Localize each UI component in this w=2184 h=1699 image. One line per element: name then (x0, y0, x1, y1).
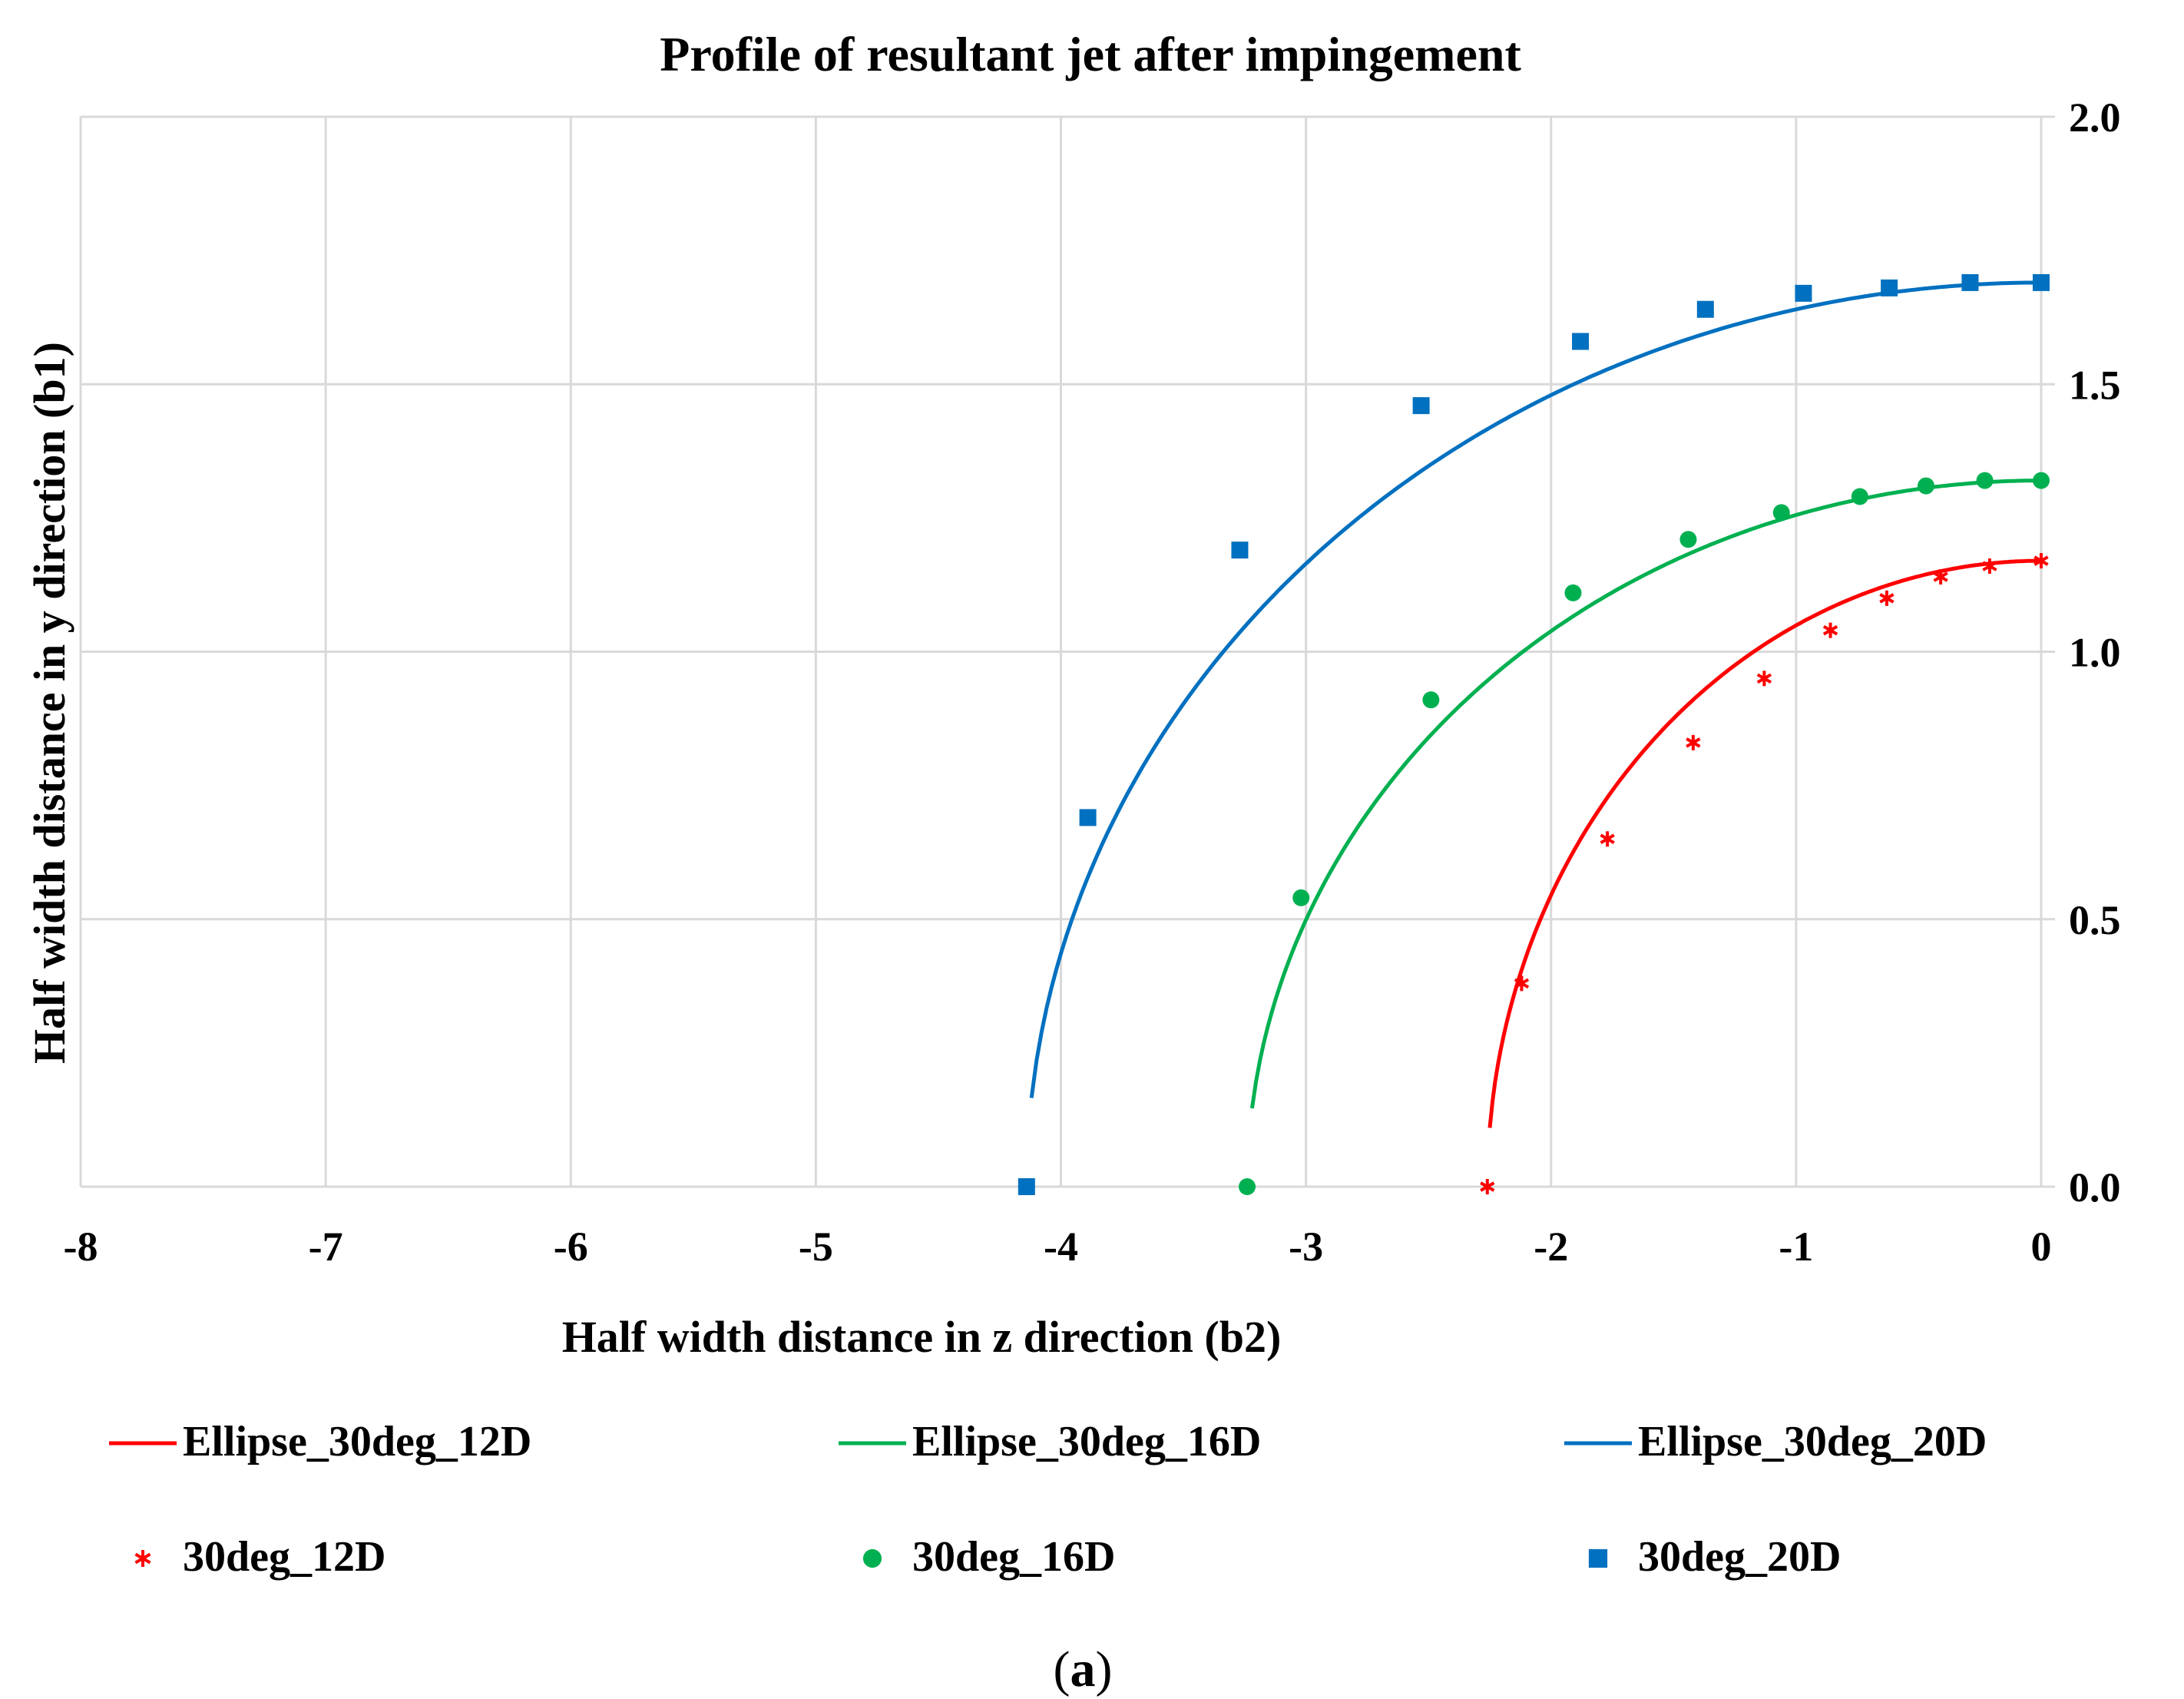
x-tick-label: 0 (2031, 1224, 2052, 1270)
point-30deg_12D (1600, 831, 1615, 847)
point-30deg_20D (1231, 541, 1249, 559)
star-stroke (1982, 561, 1997, 571)
star-stroke (1686, 737, 1701, 748)
point-30deg_12D (1514, 975, 1530, 992)
point-30deg_12D (1822, 622, 1838, 638)
star-stroke (1600, 833, 1615, 845)
legend-label: Ellipse_30deg_20D (1638, 1418, 1987, 1466)
point-30deg_16D (1679, 531, 1697, 548)
caption-close: ) (1096, 1641, 1113, 1697)
star-stroke (1822, 624, 1838, 636)
grid-layer (79, 115, 2055, 1188)
legend: Ellipse_30deg_12D Ellipse_30deg_16D Ellips… (109, 1418, 1987, 1581)
x-tick-label: -6 (554, 1224, 588, 1270)
caption-letter: a (1070, 1641, 1096, 1697)
point-30deg_20D (1961, 273, 1979, 291)
point-30deg_20D (2033, 273, 2050, 291)
legend-item-30deg_16D: 30deg_16D (862, 1533, 1115, 1581)
star-stroke (2033, 555, 2049, 566)
point-30deg_16D (1772, 504, 1790, 522)
legend-item-30deg_12D: 30deg_12D (134, 1533, 386, 1581)
x-tick-label: -7 (309, 1224, 343, 1270)
star-stroke (1933, 571, 1948, 582)
legend-marker-swatch (134, 1550, 151, 1567)
x-tick-label: -8 (64, 1224, 98, 1270)
legend-label: Ellipse_30deg_12D (183, 1418, 531, 1466)
star-stroke (1756, 673, 1772, 684)
y-axis-label: Half width distance in y direction (b1) (25, 342, 74, 1064)
legend-item-Ellipse_30deg_12D: Ellipse_30deg_12D (109, 1418, 531, 1466)
point-30deg_20D (1696, 300, 1714, 318)
figure-caption: (a) (1054, 1641, 1113, 1697)
point-30deg_12D (1933, 568, 1948, 585)
legend-marker-swatch (862, 1548, 882, 1568)
legend-item-Ellipse_30deg_20D: Ellipse_30deg_20D (1564, 1418, 1987, 1466)
legend-label: 30deg_16D (912, 1533, 1115, 1581)
point-30deg_12D (1756, 671, 1772, 687)
point-30deg_20D (1795, 284, 1812, 302)
point-30deg_12D (1879, 590, 1894, 606)
point-30deg_16D (1918, 477, 1935, 495)
x-tick-label: -4 (1044, 1224, 1078, 1270)
curve-Ellipse_30deg_20D (1029, 280, 2041, 1098)
x-axis-label: Half width distance in z direction (b2) (562, 1312, 1282, 1362)
point-30deg_20D (1079, 809, 1097, 826)
star-stroke (1480, 1181, 1495, 1192)
y-tick-label: 1.0 (2069, 630, 2121, 676)
y-tick-label: 1.5 (2069, 362, 2121, 408)
x-tick-label: -2 (1534, 1224, 1568, 1270)
point-30deg_12D (1480, 1179, 1495, 1194)
curve-Ellipse_30deg_12D (1487, 558, 2041, 1128)
point-30deg_16D (1422, 691, 1440, 709)
legend-label: Ellipse_30deg_16D (912, 1418, 1261, 1466)
legend-label: 30deg_12D (183, 1533, 386, 1581)
star-stroke (134, 1552, 151, 1565)
point-30deg_16D (1976, 472, 1994, 489)
y-tick-label: 2.0 (2069, 94, 2121, 141)
point-30deg_12D (2033, 553, 2049, 569)
point-30deg_12D (1982, 558, 1997, 575)
point-30deg_16D (1292, 889, 1310, 906)
point-30deg_12D (1686, 734, 1701, 750)
series-layer (1018, 273, 2050, 1195)
point-30deg_20D (1018, 1178, 1035, 1195)
legend-item-Ellipse_30deg_16D: Ellipse_30deg_16D (839, 1418, 1261, 1466)
point-30deg_20D (1572, 333, 1590, 350)
star-stroke (1514, 978, 1530, 989)
caption-open: ( (1054, 1641, 1070, 1697)
tick-layer: -8 -7 -6 -5 -4 -3 -2 -1 0 0.0 0.5 1.0 1.5 2.0 (64, 94, 2121, 1270)
curve-Ellipse_30deg_16D (1249, 479, 2041, 1109)
chart-title: Profile of resultant jet after impingeme… (660, 27, 1521, 81)
legend-item-30deg_20D: 30deg_20D (1588, 1533, 1841, 1581)
y-tick-label: 0.5 (2069, 897, 2121, 943)
x-tick-label: -1 (1779, 1224, 1813, 1270)
x-tick-label: -5 (799, 1224, 833, 1270)
point-30deg_16D (1564, 584, 1582, 601)
point-30deg_16D (2033, 472, 2050, 489)
point-30deg_20D (1412, 397, 1430, 415)
y-tick-label: 0.0 (2069, 1164, 2121, 1210)
point-30deg_20D (1881, 279, 1898, 296)
point-30deg_16D (1851, 488, 1868, 505)
star-stroke (1879, 593, 1894, 604)
x-tick-label: -3 (1289, 1224, 1323, 1270)
legend-label: 30deg_20D (1638, 1533, 1841, 1581)
point-30deg_16D (1239, 1178, 1256, 1195)
legend-marker-swatch (1588, 1548, 1608, 1568)
